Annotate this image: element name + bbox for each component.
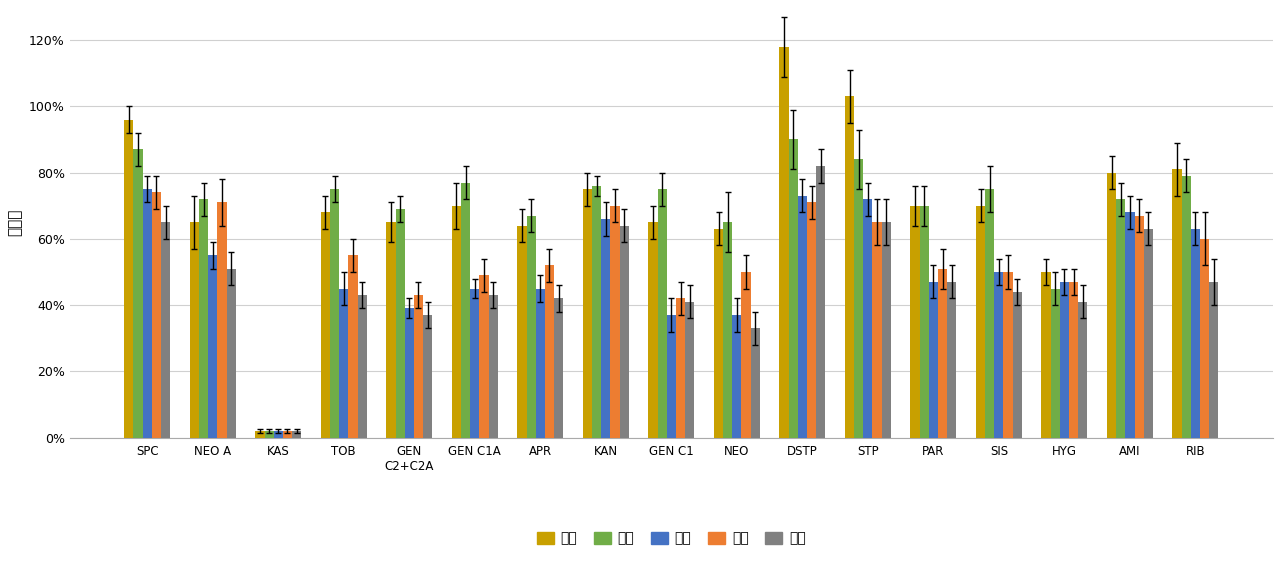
Bar bbox=[1012, 292, 1021, 438]
Bar bbox=[339, 288, 348, 438]
Bar bbox=[1069, 282, 1078, 438]
Bar bbox=[806, 203, 817, 438]
Bar bbox=[424, 315, 433, 438]
Bar bbox=[321, 212, 330, 438]
Bar bbox=[788, 140, 797, 438]
Bar bbox=[919, 206, 929, 438]
Bar bbox=[1125, 212, 1134, 438]
Bar bbox=[274, 431, 283, 438]
Bar bbox=[649, 222, 658, 438]
Bar bbox=[780, 47, 788, 438]
Bar bbox=[845, 96, 854, 438]
Bar bbox=[882, 222, 891, 438]
Bar bbox=[161, 222, 170, 438]
Bar bbox=[1116, 199, 1125, 438]
Bar bbox=[545, 265, 554, 438]
Bar bbox=[873, 222, 882, 438]
Bar bbox=[1042, 272, 1051, 438]
Bar bbox=[1078, 302, 1087, 438]
Bar bbox=[152, 192, 161, 438]
Bar bbox=[1143, 229, 1153, 438]
Bar bbox=[554, 298, 563, 438]
Bar bbox=[1134, 215, 1143, 438]
Bar bbox=[255, 431, 265, 438]
Bar bbox=[536, 288, 545, 438]
Bar bbox=[817, 166, 826, 438]
Bar bbox=[658, 189, 667, 438]
Bar bbox=[470, 288, 480, 438]
Bar bbox=[685, 302, 694, 438]
Bar bbox=[218, 203, 227, 438]
Legend: 蜂蜜, 牛奶, 牛肉, 猪肉, 肝脏: 蜂蜜, 牛奶, 牛肉, 猪肉, 肝脏 bbox=[531, 526, 812, 551]
Bar bbox=[910, 206, 919, 438]
Bar bbox=[1172, 169, 1181, 438]
Bar bbox=[189, 222, 198, 438]
Bar bbox=[265, 431, 274, 438]
Bar bbox=[1210, 282, 1219, 438]
Bar bbox=[1190, 229, 1201, 438]
Bar bbox=[1060, 282, 1069, 438]
Bar bbox=[526, 215, 536, 438]
Bar bbox=[975, 206, 986, 438]
Bar bbox=[133, 149, 142, 438]
Bar bbox=[198, 199, 209, 438]
Bar bbox=[986, 189, 995, 438]
Bar bbox=[602, 219, 611, 438]
Bar bbox=[676, 298, 685, 438]
Bar bbox=[741, 272, 750, 438]
Bar bbox=[387, 222, 396, 438]
Bar bbox=[947, 282, 956, 438]
Bar bbox=[593, 186, 602, 438]
Bar bbox=[396, 209, 404, 438]
Bar bbox=[227, 269, 236, 438]
Bar bbox=[732, 315, 741, 438]
Bar bbox=[357, 295, 366, 438]
Y-axis label: 回收率: 回收率 bbox=[6, 209, 22, 236]
Bar bbox=[797, 196, 806, 438]
Bar bbox=[929, 282, 938, 438]
Bar bbox=[1051, 288, 1060, 438]
Bar bbox=[1181, 176, 1190, 438]
Bar bbox=[461, 182, 470, 438]
Bar bbox=[854, 159, 863, 438]
Bar bbox=[292, 431, 301, 438]
Bar bbox=[348, 255, 357, 438]
Bar bbox=[582, 189, 593, 438]
Bar bbox=[1004, 272, 1012, 438]
Bar bbox=[283, 431, 292, 438]
Bar bbox=[620, 226, 628, 438]
Bar bbox=[714, 229, 723, 438]
Bar bbox=[517, 226, 526, 438]
Bar bbox=[209, 255, 218, 438]
Bar bbox=[995, 272, 1004, 438]
Bar bbox=[863, 199, 873, 438]
Bar bbox=[480, 275, 489, 438]
Bar bbox=[938, 269, 947, 438]
Bar bbox=[1201, 239, 1210, 438]
Bar bbox=[452, 206, 461, 438]
Bar bbox=[723, 222, 732, 438]
Bar bbox=[404, 309, 413, 438]
Bar bbox=[489, 295, 498, 438]
Bar bbox=[667, 315, 676, 438]
Bar bbox=[750, 328, 760, 438]
Bar bbox=[413, 295, 424, 438]
Bar bbox=[124, 119, 133, 438]
Bar bbox=[1107, 173, 1116, 438]
Bar bbox=[330, 189, 339, 438]
Bar bbox=[611, 206, 620, 438]
Bar bbox=[142, 189, 152, 438]
